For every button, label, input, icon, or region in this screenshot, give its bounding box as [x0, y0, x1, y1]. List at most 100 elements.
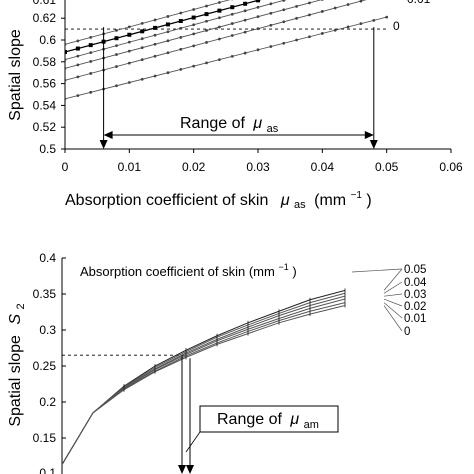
bottom-series-line — [61, 302, 346, 465]
top-series-marker — [230, 12, 234, 16]
bottom-series-group — [61, 288, 346, 465]
top-series-marker — [218, 58, 221, 62]
top-series-marker — [179, 47, 183, 51]
top-series-marker — [256, 0, 260, 3]
top-series-marker — [127, 25, 131, 29]
top-series-marker — [89, 35, 93, 39]
top-tick-labels: 0.50.520.540.560.580.60.620.610 0.01 0.02 0… — [33, 0, 463, 174]
top-series-marker — [204, 12, 209, 17]
top-series-marker — [269, 45, 273, 48]
top-series-marker — [346, 25, 350, 29]
top-ylabel: Spatial slope — [7, 29, 24, 121]
top-series-marker — [65, 97, 67, 101]
bottom-range-label: Range of μ am — [217, 411, 319, 431]
top-series-line — [65, 0, 287, 61]
top-x-tick-label: 0.05 — [375, 160, 399, 174]
top-series-marker — [127, 49, 131, 53]
top-series-marker — [115, 44, 118, 48]
top-series-marker — [269, 2, 273, 6]
top-series-marker — [243, 9, 247, 13]
top-series-marker — [65, 49, 67, 54]
bottom-y-tick-label: 0.4 — [39, 251, 56, 265]
top-series-marker — [89, 51, 93, 55]
top-series-marker — [153, 42, 157, 46]
top-series-marker — [179, 26, 183, 30]
top-series-marker — [230, 54, 234, 58]
top-series-marker — [166, 51, 170, 55]
top-series-line — [65, 0, 262, 53]
top-series-marker — [65, 78, 67, 82]
top-series-marker — [140, 37, 144, 41]
top-y-tick-label: 0.56 — [33, 77, 57, 91]
top-series-marker — [256, 15, 260, 19]
top-series-marker — [115, 29, 118, 32]
top-series-marker — [282, 41, 286, 45]
top-series-marker — [76, 54, 80, 58]
top-series-marker — [295, 4, 298, 8]
top-series-marker — [140, 77, 144, 81]
top-series-marker — [179, 11, 183, 15]
bottom-series-label: 0 — [404, 326, 410, 338]
top-series-marker — [230, 5, 235, 10]
bottom-series-leader-line — [383, 298, 403, 307]
bottom-y-tick-label: 0.15 — [33, 431, 57, 445]
top-series-marker — [166, 30, 170, 34]
bottom-series-leader-line — [383, 281, 403, 294]
top-y-tick-label: 0.62 — [33, 11, 57, 25]
bottom-range-right-arrow-head — [186, 465, 194, 474]
bottom-y-tick-label: 0.35 — [33, 287, 57, 301]
top-series-marker — [179, 35, 183, 39]
bottom-series-label: 0.01 — [404, 313, 426, 325]
top-series-marker — [153, 74, 157, 78]
bottom-legend-leader-line — [351, 268, 403, 273]
bottom-series-line — [61, 292, 346, 465]
top-series-marker — [153, 54, 157, 58]
top-series-marker — [115, 84, 118, 88]
top-series-marker — [192, 64, 196, 68]
top-chart: 0.50.520.540.560.580.60.620.610 0.01 0.02 0… — [7, 0, 463, 212]
top-series-marker — [359, 22, 363, 26]
top-series-marker — [282, 0, 286, 2]
bottom-series-line — [61, 295, 346, 465]
top-series-marker — [114, 36, 119, 41]
bottom-legend-title: Absorption coefficient of skin (mm −1 ) — [80, 258, 297, 279]
bottom-series-leader-line — [383, 293, 403, 297]
bottom-series-label: 0.05 — [404, 264, 426, 276]
top-series-marker — [127, 61, 131, 65]
bottom-range-box — [199, 405, 339, 433]
top-y-tick-label: 0.58 — [33, 55, 57, 69]
top-series-marker — [243, 51, 247, 55]
top-series-marker — [89, 72, 93, 75]
top-series-marker — [205, 19, 208, 23]
bottom-series-leader-line — [383, 268, 403, 291]
top-series-label: 0.01 — [407, 0, 431, 6]
top-series-marker — [140, 58, 144, 62]
top-range-label: Range of μ as — [180, 115, 279, 135]
top-series-marker — [166, 71, 170, 75]
top-series-marker — [243, 1, 248, 6]
top-series-label: 0 — [393, 19, 400, 33]
top-series-marker — [75, 46, 80, 51]
top-series-marker — [140, 46, 144, 50]
top-series-marker — [243, 18, 247, 22]
top-series-marker — [166, 39, 170, 43]
top-series-marker — [333, 6, 337, 10]
bottom-series-line — [61, 305, 346, 465]
top-series-marker — [166, 15, 170, 18]
top-series-marker — [295, 16, 298, 20]
bottom-series-label: 0.03 — [404, 289, 426, 301]
top-series-marker — [205, 41, 208, 44]
top-series-marker — [115, 53, 118, 56]
top-series-marker — [230, 34, 234, 37]
top-series-marker — [192, 32, 196, 36]
top-series-line — [65, 0, 323, 69]
bottom-series-leader-line — [383, 302, 403, 319]
top-series-marker — [359, 0, 363, 3]
top-x-tick-label: 0.02 — [182, 160, 206, 174]
top-xlabel: Absorption coefficient of skin μ as (mm … — [65, 185, 372, 212]
top-series-marker — [243, 30, 247, 34]
top-series-marker — [140, 22, 144, 25]
top-series-marker — [76, 94, 80, 97]
top-series-marker — [127, 81, 131, 84]
top-series-marker — [179, 68, 183, 71]
